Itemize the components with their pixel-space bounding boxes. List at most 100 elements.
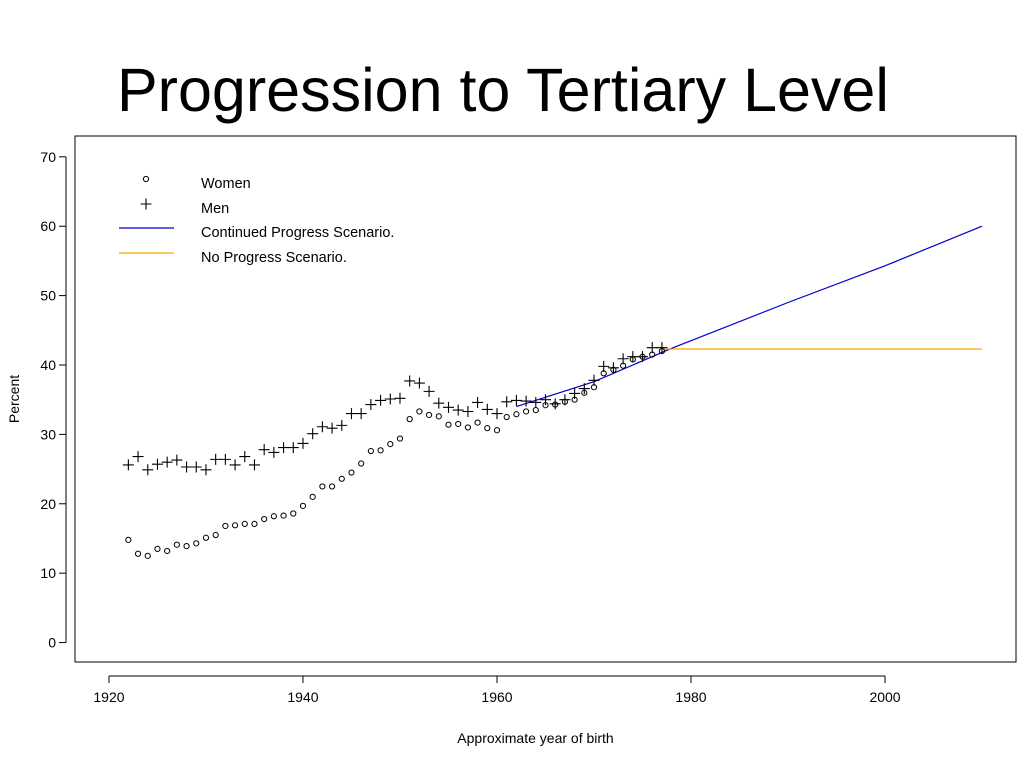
women-point — [425, 411, 433, 419]
men-point — [607, 362, 619, 374]
men-point — [540, 394, 551, 406]
women-point — [173, 541, 180, 548]
men-point — [181, 461, 193, 473]
women-point — [231, 522, 239, 529]
men-point — [404, 375, 416, 387]
women-point — [319, 483, 326, 490]
men-point — [656, 342, 668, 354]
men-point — [345, 408, 357, 420]
women-point — [503, 413, 510, 421]
legend-women-symbol — [142, 175, 150, 183]
men-point — [375, 394, 387, 406]
series-line-continued-progress-scenario — [516, 225, 983, 408]
men-point — [646, 342, 658, 354]
legend-label: No Progress Scenario. — [201, 250, 347, 266]
men-point — [258, 444, 270, 456]
men-point — [627, 351, 639, 363]
men-point — [442, 401, 454, 413]
women-point — [154, 545, 161, 552]
men-point — [598, 360, 610, 372]
women-point — [193, 540, 200, 547]
men-point — [462, 405, 474, 417]
men-point — [617, 353, 629, 365]
men-point — [491, 408, 503, 420]
y-tick-label: 60 — [40, 218, 56, 234]
women-point — [183, 543, 190, 550]
women-point — [299, 502, 307, 509]
women-point — [328, 483, 336, 490]
y-tick-label: 0 — [48, 635, 56, 651]
x-tick-label: 1940 — [287, 689, 318, 705]
men-point — [520, 395, 532, 407]
x-tick-label: 1920 — [93, 689, 124, 705]
y-tick-label: 30 — [40, 426, 56, 442]
women-point — [406, 416, 413, 423]
women-point — [367, 447, 374, 455]
men-point — [229, 459, 241, 471]
men-point — [588, 374, 600, 386]
men-point — [307, 428, 319, 440]
y-tick-label: 40 — [40, 357, 56, 373]
men-point — [510, 394, 522, 406]
men-point — [132, 451, 144, 463]
women-point — [164, 547, 171, 555]
men-point — [569, 387, 581, 399]
women-point — [290, 510, 297, 517]
legend-label: Continued Progress Scenario. — [201, 225, 394, 241]
men-point — [268, 446, 280, 458]
women-point — [416, 408, 423, 415]
men-point — [122, 459, 134, 471]
women-point — [445, 421, 452, 428]
slide-title: Progression to Tertiary Level — [117, 56, 889, 124]
women-point — [396, 435, 404, 442]
women-point — [261, 515, 268, 523]
x-axis-title: Approximate year of birth — [457, 730, 613, 746]
x-tick-label: 2000 — [869, 689, 900, 705]
y-tick-label: 70 — [40, 149, 56, 165]
women-point — [474, 419, 481, 426]
men-point — [200, 464, 212, 476]
women-point — [241, 520, 248, 528]
men-point — [239, 451, 251, 463]
women-point — [309, 493, 316, 500]
women-point — [455, 420, 462, 428]
women-point — [377, 447, 384, 454]
men-point — [578, 383, 590, 395]
women-point — [125, 536, 132, 543]
men-point — [394, 392, 406, 404]
women-point — [202, 534, 210, 541]
men-point — [190, 461, 202, 473]
men-point — [297, 437, 309, 449]
women-point — [338, 475, 345, 482]
men-point — [549, 398, 561, 410]
y-axis-title: Percent — [6, 375, 22, 423]
men-point — [433, 397, 445, 409]
men-point — [326, 422, 338, 434]
men-point — [530, 396, 542, 408]
men-point — [559, 394, 571, 406]
men-point — [248, 459, 260, 471]
women-point — [522, 408, 530, 415]
men-point — [501, 396, 513, 408]
men-point — [355, 408, 367, 420]
x-tick-label: 1980 — [675, 689, 706, 705]
men-point — [171, 454, 183, 466]
women-point — [358, 460, 365, 467]
women-point — [212, 531, 219, 539]
y-tick-label: 50 — [40, 288, 56, 304]
men-point — [278, 442, 290, 454]
women-point — [134, 550, 142, 557]
men-point — [637, 351, 649, 363]
women-point — [493, 427, 501, 434]
women-point — [387, 441, 394, 448]
men-point — [287, 442, 299, 454]
men-point — [142, 464, 154, 476]
y-tick-label: 20 — [40, 496, 56, 512]
women-point — [348, 469, 355, 476]
women-point — [484, 425, 491, 432]
legend-men-symbol — [140, 198, 152, 210]
men-point — [151, 458, 163, 470]
women-point — [270, 513, 277, 520]
men-point — [316, 421, 328, 433]
